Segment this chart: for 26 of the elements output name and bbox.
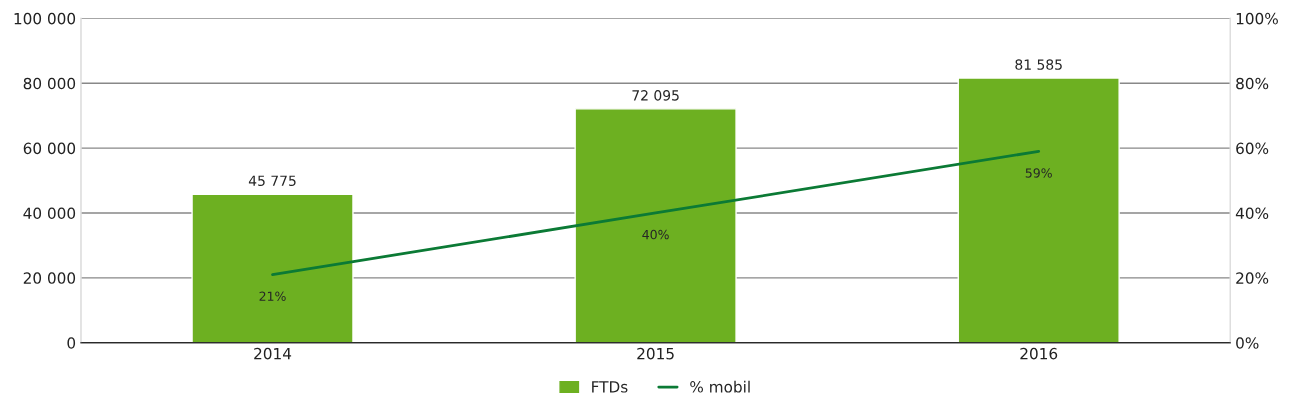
y-tick-label: 0	[67, 337, 76, 349]
y2-tick-label: 0%	[1236, 337, 1259, 349]
data-label: 59%	[1025, 168, 1052, 178]
y-tick-label: 60 000	[23, 142, 76, 155]
data-label: 40%	[642, 229, 669, 240]
y-tick-label: 40 000	[23, 207, 76, 219]
y-tick-label: 100 000	[14, 12, 76, 25]
data-label: 72 095	[632, 90, 679, 101]
y2-tick-label: 20%	[1236, 272, 1269, 284]
data-label: 21%	[259, 291, 286, 301]
legend-label: % mobil	[690, 380, 750, 393]
y2-tick-label: 40%	[1235, 207, 1269, 219]
x-tick-label: 2016	[1020, 347, 1058, 360]
x-tick-label: 2014	[254, 347, 292, 360]
data-label: 45 775	[248, 175, 296, 186]
y2-tick-label: 80%	[1236, 77, 1269, 90]
x-tick-label: 2015	[637, 347, 674, 360]
bar	[191, 193, 354, 343]
y-tick-label: 20 000	[23, 272, 76, 284]
legend-label: FTDs	[592, 381, 628, 393]
y2-tick-label: 60%	[1236, 142, 1269, 155]
data-label: 81 585	[1015, 59, 1062, 70]
y-tick-label: 80 000	[23, 77, 76, 90]
y2-tick-label: 100%	[1236, 12, 1278, 25]
bar	[574, 108, 737, 343]
bar	[957, 77, 1120, 343]
